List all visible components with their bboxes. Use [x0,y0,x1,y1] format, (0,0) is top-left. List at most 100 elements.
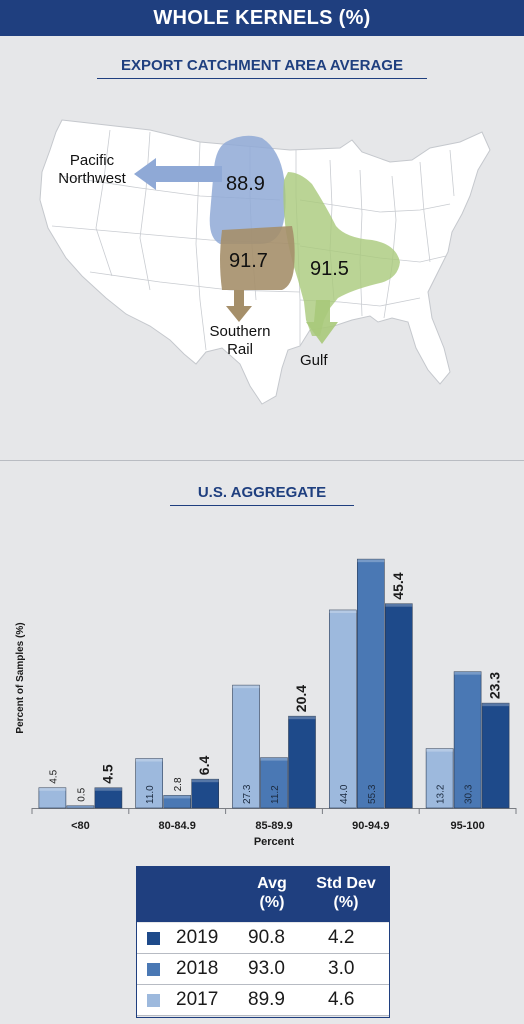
data-label-2017: 4.5 [48,769,59,783]
x-tick-label: 90-94.9 [352,820,389,832]
bar-highlight [191,779,219,783]
avg-header-line1: Avg [257,875,287,892]
bar-2019 [288,715,316,809]
x-tick-label: 85-89.9 [255,820,292,832]
swatch-2017 [147,994,160,1007]
bar-highlight [232,685,260,689]
map-title-underline [97,78,427,79]
bar-highlight [454,671,482,675]
data-label-2019: 23.3 [487,672,503,699]
data-label-2018: 0.5 [76,787,87,801]
pnw-label: Pacific Northwest [42,152,142,188]
avg-2019: 90.8 [248,927,285,948]
data-label-2017: 11.0 [145,785,156,804]
section-divider [0,460,524,461]
region-gulf [283,172,400,336]
data-label-2019: 20.4 [293,685,309,712]
southern-rail-label-line1: Southern [209,323,271,340]
avg-header-line2: (%) [259,894,285,911]
avg-2018: 93.0 [248,958,285,979]
pnw-arrow [134,158,222,190]
bar-2019 [481,702,510,809]
stats-row-2019: 2019 90.8 4.2 [136,923,390,954]
x-tick-label: 80-84.9 [159,820,196,832]
gulf-value: 91.5 [310,258,349,280]
region-southern-rail [220,226,295,290]
bar-2017 [232,684,260,809]
swatch-2018 [147,963,160,976]
stats-table-header: Avg (%) Std Dev (%) [136,866,390,922]
southern-rail-label-line2: Rail [227,341,253,358]
bar-highlight [260,757,288,761]
bar-highlight [426,748,454,752]
bar-2017 [328,609,357,809]
data-label-2017: 44.0 [339,784,350,804]
bar-highlight [94,787,122,791]
bar-highlight [329,610,357,613]
year-2018: 2018 [176,958,219,979]
std-header-line2: (%) [333,894,359,911]
page-title: WHOLE KERNELS (%) [0,0,524,36]
year-2019: 2019 [176,927,219,948]
bar-2018 [66,805,95,809]
map-title: EXPORT CATCHMENT AREA AVERAGE [121,57,403,74]
pnw-label-line2: Northwest [58,170,126,187]
data-label-2019: 4.5 [99,764,115,784]
bar-chart: Percent of Samples (%) 4.5 0.5 4.5 <80 11.0 2.… [15,558,517,848]
pnw-label-line1: Pacific [69,152,115,169]
data-label-2019: 6.4 [196,756,212,776]
chart-title: U.S. AGGREGATE [197,484,327,501]
bar-2017 [38,787,67,809]
bar-highlight [385,603,413,607]
bar-highlight [38,787,66,791]
y-axis-label: Percent of Samples (%) [15,622,26,733]
stats-row-2017: 2017 89.9 4.6 [136,985,390,1016]
x-tick-label: 95-100 [450,820,484,832]
swatch-2019 [147,932,160,945]
pnw-value: 88.9 [226,173,265,195]
southern-rail-value: 91.7 [229,250,268,272]
bar-2019 [384,603,413,809]
bar-highlight [163,795,191,799]
std-2019: 4.2 [328,927,355,948]
bar-2018 [453,671,482,809]
std-header: Std Dev (%) [304,874,388,912]
bar-highlight [357,559,385,563]
chart-title-underline [170,505,354,506]
bar-highlight [288,716,316,720]
std-header-line1: Std Dev [316,875,376,892]
southern-rail-label: Southern Rail [195,323,285,359]
bar-2018 [356,558,385,809]
bar-2019 [94,787,123,809]
southern-rail-arrow [226,290,252,322]
x-tick-label: <80 [71,820,90,832]
bar-highlight [482,703,510,707]
x-axis-label: Percent [254,836,295,848]
avg-2017: 89.9 [248,989,285,1010]
std-2017: 4.6 [328,989,355,1010]
data-label-2018: 2.8 [173,777,184,791]
data-label-2018: 11.2 [270,785,281,804]
bar-2018 [163,795,191,809]
year-2017: 2017 [176,989,219,1010]
gulf-label: Gulf [300,352,328,369]
data-label-2019: 45.4 [390,572,406,599]
data-label-2018: 30.3 [464,784,475,804]
data-label-2017: 13.2 [436,784,447,804]
bar-highlight [135,758,163,762]
bar-2019 [191,778,219,809]
data-label-2017: 27.3 [242,784,253,804]
std-2018: 3.0 [328,958,355,979]
region-pacific-northwest [209,135,286,244]
stats-table: Avg (%) Std Dev (%) 2019 90.8 4.2 2018 9… [136,866,390,1016]
gulf-arrow [306,300,338,344]
data-label-2018: 55.3 [367,784,378,804]
bar-2017 [425,748,454,809]
us-map [39,119,491,405]
stats-row-2018: 2018 93.0 3.0 [136,954,390,985]
bar-highlight [66,805,94,808]
bar-2018 [260,757,288,809]
avg-header: Avg (%) [236,874,308,912]
bar-2017 [135,758,163,809]
